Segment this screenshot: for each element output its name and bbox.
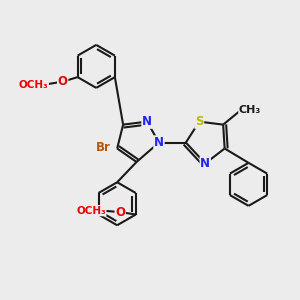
Text: O: O <box>115 206 125 219</box>
Text: O: O <box>58 75 68 88</box>
Text: OCH₃: OCH₃ <box>19 80 48 90</box>
Text: N: N <box>142 115 152 128</box>
Text: Br: Br <box>96 140 111 154</box>
Text: CH₃: CH₃ <box>239 105 261 115</box>
Text: N: N <box>200 157 210 170</box>
Text: N: N <box>154 136 164 149</box>
Text: S: S <box>195 115 203 128</box>
Text: OCH₃: OCH₃ <box>76 206 106 216</box>
